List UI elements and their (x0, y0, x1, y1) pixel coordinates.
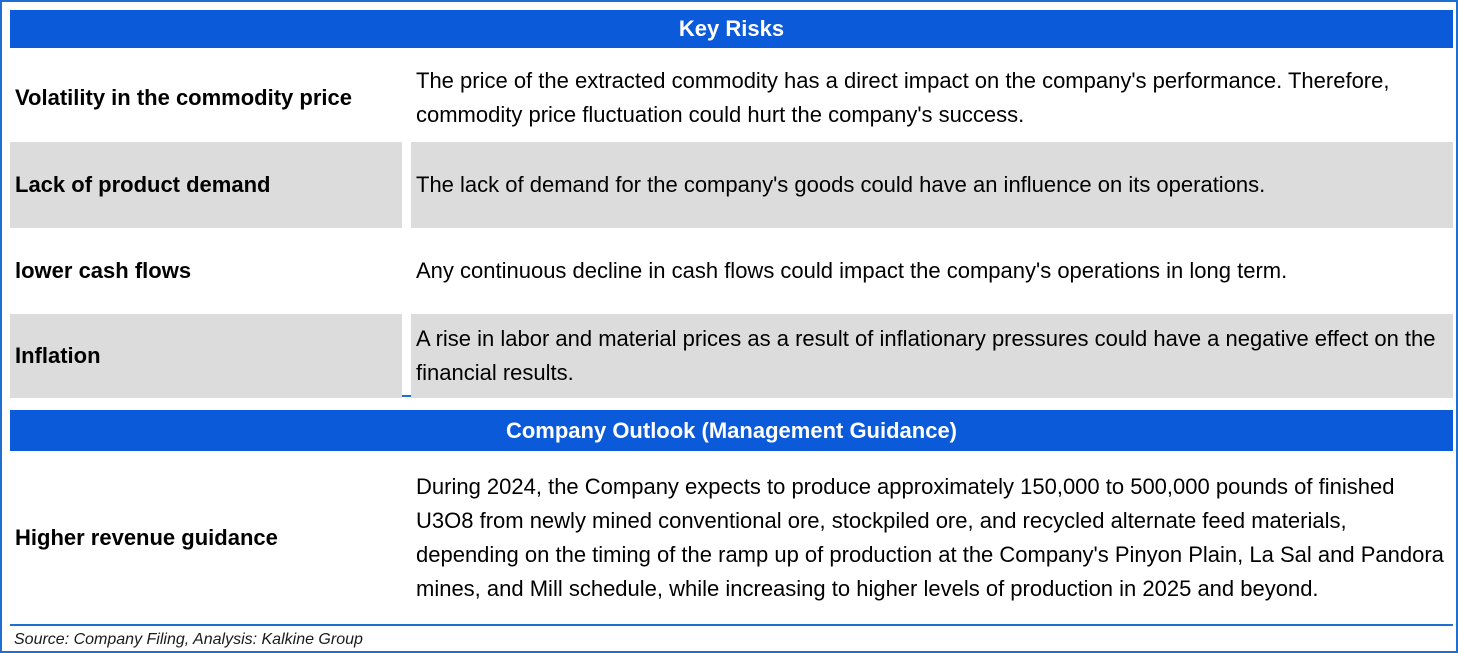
risk-label-commodity-price: Volatility in the commodity price (15, 85, 352, 110)
outlook-description-revenue-guidance: During 2024, the Company expects to prod… (416, 474, 1444, 601)
risk-description-commodity-price: The price of the extracted commodity has… (416, 68, 1390, 127)
source-divider (10, 624, 1453, 626)
risk-label-inflation: Inflation (10, 314, 402, 398)
risk-description-inflation: A rise in labor and material prices as a… (411, 314, 1453, 398)
cell-border-mark (402, 395, 411, 397)
risk-label-cash-flows: lower cash flows (15, 258, 192, 283)
risk-description-product-demand: The lack of demand for the company's goo… (411, 142, 1453, 228)
key-risks-header: Key Risks (10, 10, 1453, 48)
source-note: Source: Company Filing, Analysis: Kalkin… (14, 631, 363, 648)
risk-label-product-demand: Lack of product demand (10, 142, 402, 228)
risk-description-cash-flows: Any continuous decline in cash flows cou… (416, 258, 1288, 283)
outlook-label-revenue-guidance: Higher revenue guidance (15, 525, 278, 550)
outlook-header: Company Outlook (Management Guidance) (10, 410, 1453, 451)
